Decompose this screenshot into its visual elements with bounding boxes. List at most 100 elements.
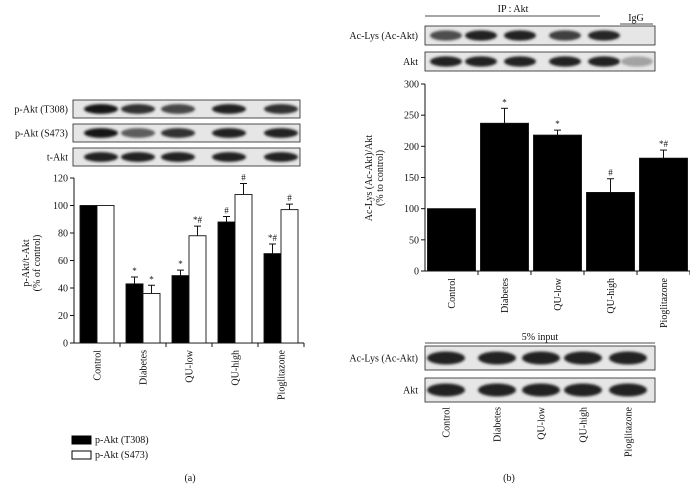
annotation-qu-high-2: # — [241, 173, 246, 183]
bar-control-1 — [427, 208, 476, 272]
panel-b-input-blot-akt-band-5 — [609, 383, 647, 397]
panel-b-input-blot-ac-lys-ac-akt-band-1 — [427, 351, 465, 365]
panel-b-input-blot-ac-lys-ac-akt-band-5 — [609, 351, 647, 365]
panel-a-blot-p-akt-t308-band-5 — [264, 104, 298, 114]
y-tick-label-300: 300 — [404, 80, 419, 91]
input-x-label-pioglitazone: Pioglitazone — [624, 406, 635, 457]
x-tick-label-qu-high: QU-high — [606, 278, 617, 314]
panel-a-blot-t-akt: t-Akt — [47, 147, 301, 167]
panel-b: IP : Akt IgG Ac-Lys (Ac-Akt) Akt 0 50 100 15… — [349, 4, 690, 484]
panel-b-blot-akt-band-1 — [430, 56, 462, 67]
panel-a-legend: p-Akt (T308) p-Akt (S473) — [71, 435, 149, 461]
ip-header: IP : Akt IgG — [425, 4, 653, 25]
panel-a-blot-t-akt-band-3 — [161, 152, 195, 162]
panel-a-blot-p-akt-t308: p-Akt (T308) — [14, 99, 301, 119]
annotation-qu-high-1: # — [608, 168, 613, 178]
panel-b-input-blot-ac-lys-ac-akt-band-4 — [564, 351, 602, 365]
panel-b-blot-akt-band-6 — [621, 56, 653, 67]
bar-diabetes-1 — [480, 122, 529, 272]
panel-b-blot-akt-band-3 — [504, 56, 536, 67]
panel-b-blot-akt: Akt — [403, 51, 656, 72]
panel-b-blot-ac-lys-ac-akt-band-4 — [549, 30, 581, 41]
x-tick-label-qu-high: QU-high — [231, 350, 242, 386]
bar-control-2 — [96, 205, 115, 344]
bar-diabetes-1 — [125, 283, 144, 344]
legend-label-s473: p-Akt (S473) — [95, 450, 148, 461]
y-tick-label-100: 100 — [404, 204, 419, 215]
panel-a-blot-p-akt-t308-band-1 — [84, 104, 118, 114]
annotation-diabetes-1: * — [502, 97, 507, 107]
x-tick-label-pioglitazone: Pioglitazone — [659, 277, 670, 328]
panel-a-caption: (a) — [184, 473, 195, 484]
y-tick-label-60: 60 — [58, 256, 68, 267]
annotation-pioglitazone-2: # — [287, 193, 292, 203]
bar-qu-low-1 — [171, 275, 190, 344]
y-tick-label-120: 120 — [53, 174, 68, 185]
x-tick-label-qu-low: QU-low — [185, 349, 196, 383]
panel-a-blot-p-akt-s473-band-5 — [264, 128, 298, 138]
ip-label: IP : Akt — [498, 4, 529, 15]
panel-a-y-axis-label: p-Akt/t-Akt(% of control) — [21, 235, 43, 292]
panel-a: p-Akt (T308) p-Akt (S473) t-Akt 0 20 40 60 80 1… — [14, 99, 305, 484]
legend-label-t308: p-Akt (T308) — [95, 435, 149, 446]
panel-a-blot-p-akt-s473-band-1 — [84, 128, 118, 138]
annotation-pioglitazone-1: *# — [268, 233, 278, 243]
annotation-qu-low-1: * — [555, 119, 560, 129]
input-x-label-qu-high: QU-high — [579, 407, 590, 443]
y-tick-label-0: 0 — [414, 267, 419, 278]
legend-swatch-s473 — [71, 450, 92, 460]
annotation-pioglitazone-1: *# — [659, 139, 669, 149]
panel-b-western-blots: Ac-Lys (Ac-Akt) Akt — [349, 25, 656, 72]
panel-a-blot-t-akt-label: t-Akt — [47, 153, 68, 164]
panel-a-blot-p-akt-s473: p-Akt (S473) — [15, 123, 301, 143]
panel-b-input-blot-ac-lys-ac-akt-label: Ac-Lys (Ac-Akt) — [349, 354, 418, 365]
panel-b-input-blot-akt-band-1 — [427, 383, 465, 397]
igg-label: IgG — [628, 13, 644, 24]
annotation-diabetes-2: * — [149, 274, 154, 284]
annotation-qu-low-2: *# — [193, 215, 203, 225]
panel-b-blot-ac-lys-ac-akt: Ac-Lys (Ac-Akt) — [349, 25, 656, 46]
bar-diabetes-2 — [142, 293, 161, 344]
y-tick-label-250: 250 — [404, 111, 419, 122]
y-tick-label-80: 80 — [58, 229, 68, 240]
panel-b-input-blot-akt-label: Akt — [403, 386, 418, 397]
y-tick-label-40: 40 — [58, 284, 68, 295]
panel-a-blot-p-akt-s473-label: p-Akt (S473) — [15, 129, 68, 140]
x-tick-label-qu-low: QU-low — [553, 277, 564, 311]
bar-pioglitazone-2 — [280, 209, 299, 344]
panel-a-blot-p-akt-t308-band-4 — [212, 104, 246, 114]
y-tick-label-20: 20 — [58, 311, 68, 322]
panel-b-blot-ac-lys-ac-akt-label: Ac-Lys (Ac-Akt) — [349, 31, 418, 42]
panel-b-input-blot-akt-band-2 — [478, 383, 516, 397]
panel-a-blot-t-akt-band-1 — [84, 152, 118, 162]
panel-b-blot-akt-band-5 — [588, 56, 620, 67]
y-tick-label-200: 200 — [404, 142, 419, 153]
annotation-qu-low-1: * — [178, 259, 183, 269]
annotation-diabetes-1: * — [132, 266, 137, 276]
panel-b-blot-akt-label: Akt — [403, 57, 418, 68]
panel-b-blot-ac-lys-ac-akt-band-5 — [588, 30, 620, 41]
x-tick-label-control: Control — [447, 278, 458, 309]
panel-b-input-blot-akt-band-3 — [522, 383, 560, 397]
panel-a-western-blots: p-Akt (T308) p-Akt (S473) t-Akt — [14, 99, 301, 167]
input-x-label-qu-low: QU-low — [537, 406, 548, 440]
x-tick-label-diabetes: Diabetes — [500, 278, 511, 313]
panel-b-blot-ac-lys-ac-akt-band-2 — [465, 30, 497, 41]
panel-a-blot-p-akt-t308-band-2 — [121, 104, 155, 114]
panel-b-input-blot-ac-lys-ac-akt: Ac-Lys (Ac-Akt) — [349, 345, 656, 371]
panel-b-blot-akt-band-4 — [549, 56, 581, 67]
panel-b-bar-chart: 0 50 100 150 200 250 300 Control Diabetes * QU-low… — [404, 80, 690, 328]
panel-a-blot-t-akt-band-4 — [212, 152, 246, 162]
panel-b-input-blot-ac-lys-ac-akt-band-3 — [522, 351, 560, 365]
panel-a-blot-p-akt-t308-band-3 — [161, 104, 195, 114]
panel-a-blot-t-akt-band-5 — [264, 152, 298, 162]
y-tick-label-50: 50 — [409, 235, 419, 246]
panel-b-y-axis-label: Ac-Lys (Ac-Akt)/Akt(% to control) — [364, 135, 386, 222]
input-x-label-diabetes: Diabetes — [493, 407, 504, 442]
x-tick-label-control: Control — [93, 350, 104, 381]
bar-qu-high-1 — [586, 192, 635, 272]
bar-control-1 — [79, 205, 98, 344]
panel-b-blot-ac-lys-ac-akt-band-1 — [430, 30, 462, 41]
panel-b-blot-ac-lys-ac-akt-band-3 — [504, 30, 536, 41]
panel-a-blot-p-akt-s473-band-3 — [161, 128, 195, 138]
